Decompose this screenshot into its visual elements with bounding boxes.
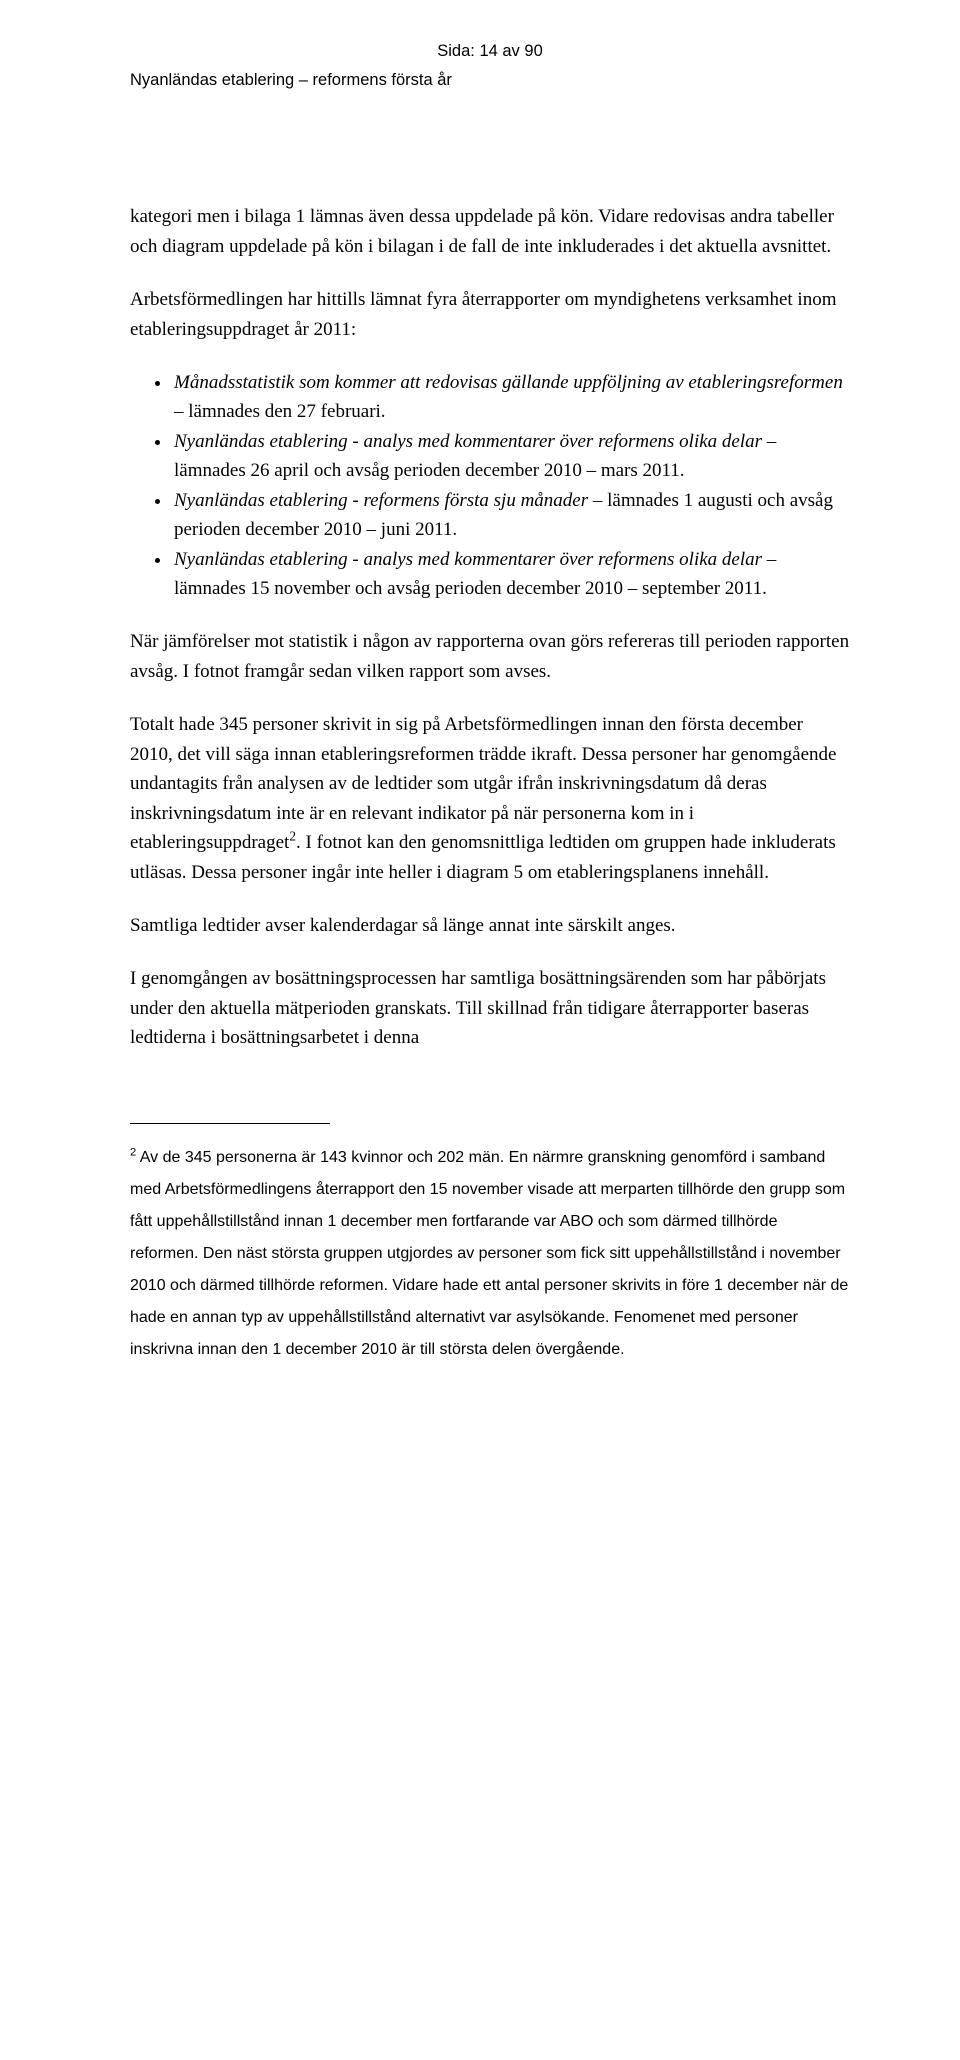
page-indicator: Sida: 14 av 90 (130, 40, 850, 63)
list-item-italic: Nyanländas etablering - reformens första… (174, 490, 588, 511)
list-item: Nyanländas etablering - analys med komme… (172, 427, 850, 486)
footnote-block: 2 Av de 345 personerna är 143 kvinnor oc… (130, 1142, 850, 1366)
body-paragraph: kategori men i bilaga 1 lämnas även dess… (130, 202, 850, 261)
list-item-italic: Nyanländas etablering - analys med komme… (174, 431, 762, 452)
report-list: Månadsstatistik som kommer att redovisas… (130, 368, 850, 604)
list-item-italic: Nyanländas etablering - analys med komme… (174, 549, 762, 570)
doc-title: Nyanländas etablering – reformens första… (130, 69, 850, 92)
footnote-ref: 2 (289, 829, 296, 844)
body-paragraph: I genomgången av bosättningsprocessen ha… (130, 964, 850, 1052)
body-paragraph: När jämförelser mot statistik i någon av… (130, 627, 850, 686)
list-item: Nyanländas etablering - analys med komme… (172, 545, 850, 604)
body-paragraph: Totalt hade 345 personer skrivit in sig … (130, 710, 850, 887)
footnote-separator (130, 1123, 330, 1124)
document-page: Sida: 14 av 90 Nyanländas etablering – r… (0, 0, 960, 2060)
body-paragraph: Samtliga ledtider avser kalenderdagar så… (130, 911, 850, 940)
list-item: Nyanländas etablering - reformens första… (172, 486, 850, 545)
body-paragraph: Arbetsförmedlingen har hittills lämnat f… (130, 285, 850, 344)
list-item: Månadsstatistik som kommer att redovisas… (172, 368, 850, 427)
list-item-italic: Månadsstatistik som kommer att redovisas… (174, 372, 843, 393)
footnote-text: Av de 345 personerna är 143 kvinnor och … (130, 1149, 848, 1358)
list-item-rest: – lämnades den 27 februari. (174, 401, 386, 422)
